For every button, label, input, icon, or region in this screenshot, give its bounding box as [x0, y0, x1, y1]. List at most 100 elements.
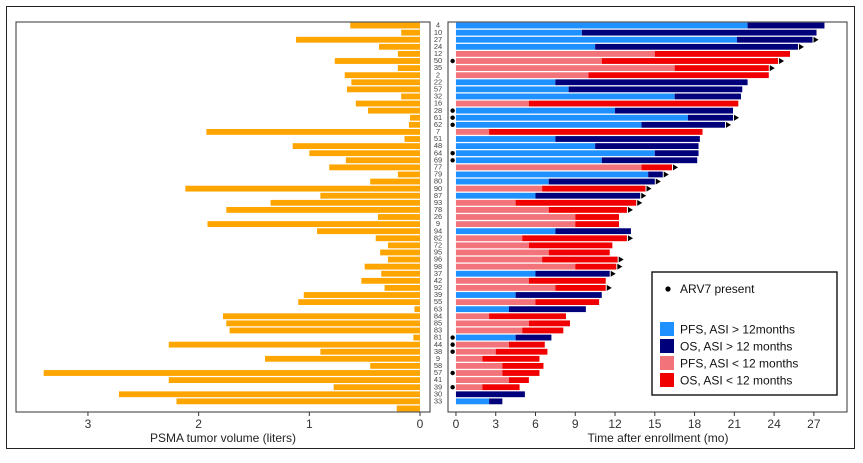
volume-bar — [309, 150, 420, 157]
patient-id-label: 83 — [434, 326, 442, 335]
volume-bar — [379, 43, 420, 50]
censored-arrow — [606, 284, 612, 291]
volume-bar — [292, 143, 420, 149]
pfs-bar — [455, 377, 509, 383]
pfs-bar — [455, 327, 523, 334]
censored-arrow — [726, 121, 732, 128]
censored-arrow — [769, 65, 775, 72]
os-bar — [648, 171, 663, 178]
volume-bar — [370, 178, 420, 185]
legend-swatch — [660, 356, 674, 370]
volume-bar — [397, 171, 420, 178]
volume-bar — [364, 263, 420, 270]
patient-id-label: 10 — [434, 28, 442, 37]
arv7-dot — [450, 384, 455, 390]
os-bar — [654, 150, 699, 157]
pfs-bar — [455, 86, 569, 93]
os-bar — [674, 65, 769, 71]
legend-arv7-dot — [665, 286, 671, 292]
arv7-dot — [450, 349, 455, 354]
os-bar — [568, 86, 743, 93]
arv7-dot — [450, 342, 455, 347]
volume-bar — [413, 334, 420, 341]
pfs-bar — [455, 270, 536, 277]
pfs-bar — [455, 207, 549, 213]
os-bar — [555, 136, 700, 142]
pfs-bar — [455, 192, 536, 199]
patient-id-label: 93 — [434, 198, 442, 207]
legend-swatch — [660, 339, 674, 353]
os-bar — [575, 221, 619, 227]
arv7-dot — [450, 150, 455, 156]
patient-id-label: 72 — [434, 240, 442, 249]
pfs-bar — [455, 93, 675, 100]
pfs-bar — [455, 157, 602, 164]
left-x-tick-label: 1 — [306, 417, 313, 431]
pfs-bar — [455, 263, 576, 270]
volume-bar — [375, 235, 420, 242]
patient-id-label: 38 — [434, 347, 442, 356]
patient-id-label: 82 — [434, 233, 442, 242]
patient-id-label: 27 — [434, 35, 442, 44]
right-x-tick-label: 18 — [688, 417, 702, 431]
volume-bar — [317, 228, 420, 235]
volume-bar — [401, 29, 420, 36]
os-bar — [535, 270, 610, 277]
os-bar — [502, 363, 544, 369]
os-bar — [508, 306, 586, 313]
pfs-bar — [455, 214, 576, 220]
legend-entry-label: OS, ASI < 12 months — [680, 374, 792, 388]
patient-id-label: 95 — [434, 248, 442, 257]
os-bar — [528, 100, 739, 107]
volume-bar — [334, 58, 420, 64]
os-bar — [615, 107, 733, 114]
pfs-bar — [455, 199, 516, 206]
patient-id-label: 35 — [434, 63, 442, 72]
os-bar — [489, 129, 703, 135]
volume-bar — [265, 355, 420, 362]
os-bar — [482, 355, 540, 362]
patient-id-label: 94 — [434, 226, 442, 235]
volume-bar — [387, 242, 420, 249]
patient-id-label: 48 — [434, 141, 442, 150]
legend-entry-label: PFS, ASI > 12months — [680, 323, 795, 337]
patient-id-label: 51 — [434, 134, 442, 143]
volume-bar — [345, 157, 420, 164]
pfs-bar — [455, 171, 649, 178]
volume-bar — [381, 270, 420, 277]
os-bar — [736, 36, 813, 43]
pfs-bar — [455, 235, 523, 242]
arv7-dot — [450, 115, 455, 120]
pfs-bar — [455, 107, 616, 114]
right-x-tick-label: 27 — [807, 417, 821, 431]
pfs-bar — [455, 348, 496, 355]
pfs-bar — [455, 150, 655, 157]
right-x-tick-label: 24 — [767, 417, 781, 431]
censored-arrow — [627, 235, 633, 242]
os-bar — [528, 320, 570, 327]
patient-id-label: 32 — [434, 92, 442, 101]
os-bar — [555, 79, 748, 86]
pfs-bar — [455, 114, 688, 121]
volume-bar — [397, 65, 420, 71]
censored-arrow — [663, 171, 669, 178]
os-bar — [495, 348, 548, 355]
censored-arrow — [618, 256, 624, 263]
censored-arrow — [646, 185, 652, 192]
os-bar — [515, 292, 602, 298]
patient-id-label: 24 — [434, 42, 442, 51]
pfs-bar — [455, 341, 509, 348]
censored-arrow — [610, 270, 616, 277]
right-x-tick-label: 21 — [728, 417, 742, 431]
volume-bar — [346, 86, 420, 93]
volume-bar — [43, 370, 420, 376]
os-bar — [535, 299, 600, 305]
volume-bar — [414, 306, 420, 313]
volume-bar — [226, 320, 420, 327]
pfs-bar — [455, 79, 556, 86]
right-x-tick-label: 0 — [453, 417, 460, 431]
patient-id-label: 80 — [434, 177, 442, 186]
pfs-bar — [455, 185, 543, 192]
left-x-tick-label: 2 — [195, 417, 202, 431]
os-bar — [528, 242, 613, 249]
